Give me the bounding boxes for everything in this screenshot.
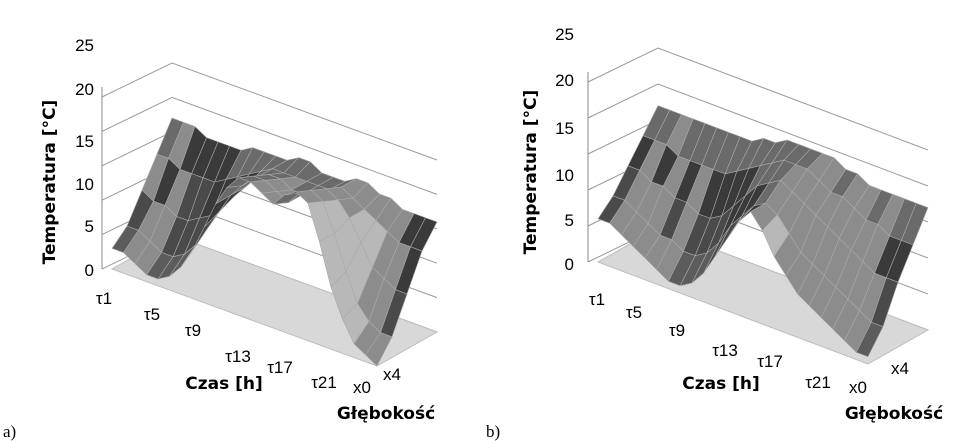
z-tick-label: 10 — [555, 166, 574, 185]
surface-facet — [855, 321, 884, 358]
time-tick-label: τ13 — [712, 341, 738, 360]
surface-facet — [365, 332, 393, 367]
depth-tick-label: x0 — [849, 378, 867, 397]
z-axis-title: Temperatura [°C] — [40, 100, 60, 265]
time-tick-label: τ21 — [805, 373, 831, 392]
x-axis-title: Czas [h] — [185, 374, 263, 394]
z-tick-label: 0 — [565, 255, 574, 274]
gridline — [587, 83, 929, 187]
time-tick-label: τ9 — [669, 321, 685, 340]
x-axis-title: Czas [h] — [682, 374, 760, 394]
gridline — [101, 62, 438, 161]
z-tick-label: 15 — [75, 132, 94, 151]
z-tick-label: 20 — [555, 71, 574, 90]
panel-label: a) — [3, 422, 16, 441]
time-tick-label: τ1 — [96, 289, 112, 308]
depth-tick-label: x0 — [353, 378, 371, 397]
chart-panel-a: 0 5 10 15 20 25 τ1 τ5 τ9 τ13 τ17 τ21 x0 … — [3, 36, 439, 441]
time-tick-label: τ17 — [267, 358, 293, 377]
panel-label: b) — [486, 422, 500, 441]
z-tick-label: 25 — [555, 25, 574, 44]
time-tick-label: τ5 — [144, 305, 160, 324]
time-tick-label: τ1 — [589, 290, 605, 309]
time-tick-label: τ13 — [225, 347, 251, 366]
depth-tick-label: x4 — [891, 359, 909, 378]
z-tick-label: 5 — [85, 217, 94, 236]
depth-tick-label: x4 — [383, 365, 401, 384]
time-tick-label: τ5 — [626, 303, 642, 322]
gridline — [587, 47, 929, 151]
y-axis-title: Głębokość — [337, 404, 435, 424]
z-tick-label: 5 — [565, 211, 574, 230]
z-tick-label: 25 — [75, 36, 94, 55]
time-tick-label: τ21 — [311, 373, 337, 392]
time-tick-label: τ17 — [757, 352, 783, 371]
y-axis-title: Głębokość — [845, 404, 943, 424]
chart-panel-b: 0 5 10 15 20 25 τ1 τ5 τ9 τ13 τ17 τ21 x0 … — [486, 25, 943, 441]
z-tick-label: 15 — [555, 119, 574, 138]
z-tick-label: 20 — [75, 80, 94, 99]
z-tick-label: 10 — [75, 175, 94, 194]
z-tick-label: 0 — [85, 261, 94, 280]
gridline — [101, 96, 438, 195]
time-tick-label: τ9 — [185, 321, 201, 340]
z-axis-title: Temperatura [°C] — [521, 90, 541, 255]
